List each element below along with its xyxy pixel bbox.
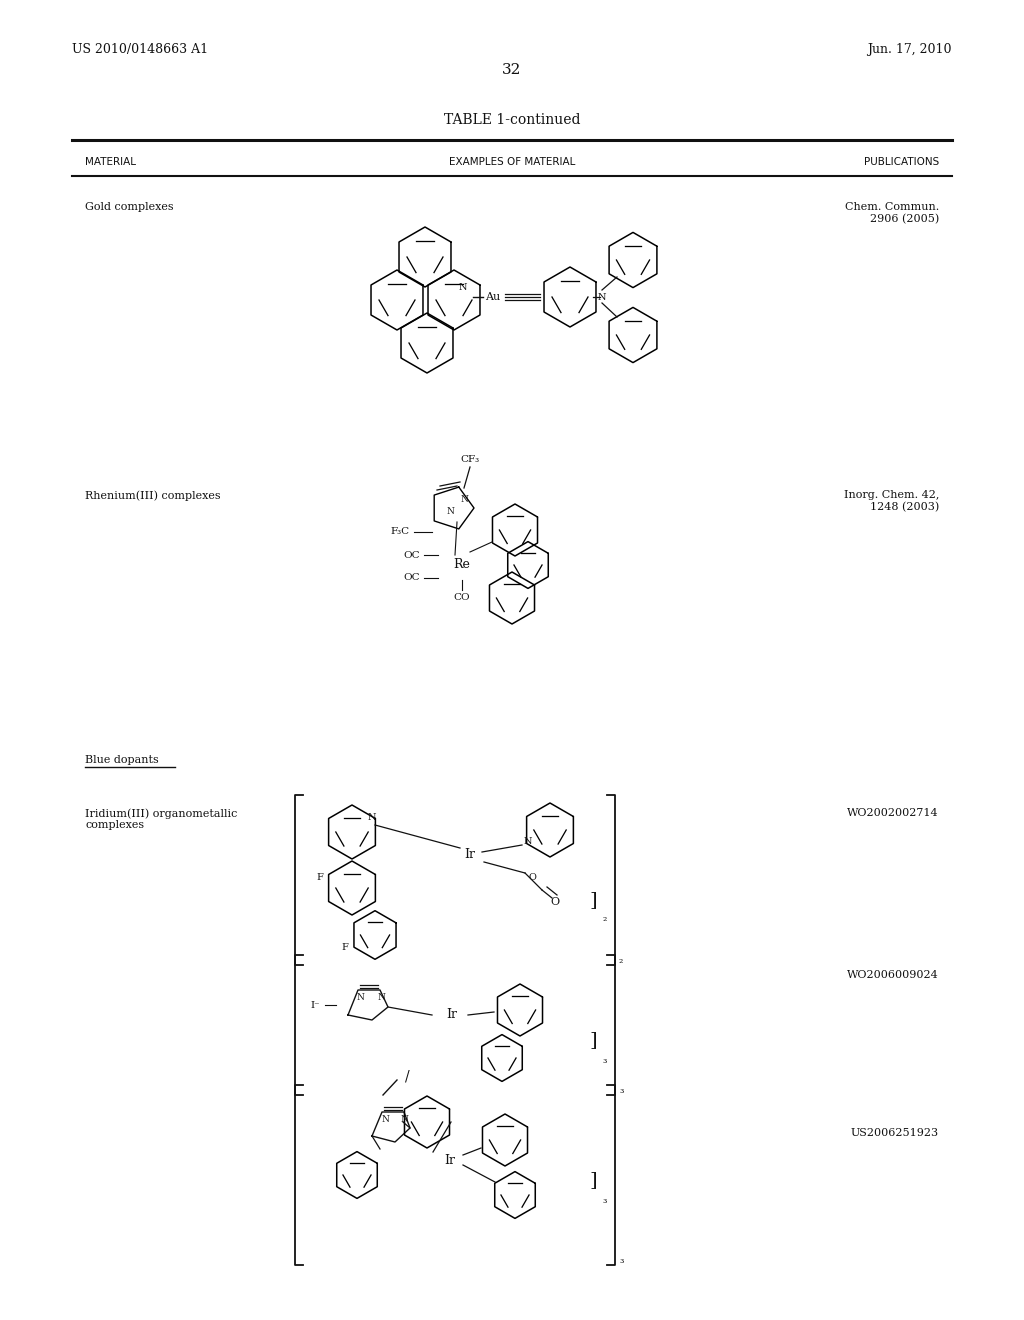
Text: ₂: ₂	[603, 913, 607, 923]
Text: N: N	[368, 813, 376, 822]
Text: WO2006009024: WO2006009024	[847, 970, 939, 979]
Text: CO: CO	[454, 594, 470, 602]
Text: Chem. Commun.
2906 (2005): Chem. Commun. 2906 (2005)	[845, 202, 939, 224]
Text: ]: ]	[589, 1031, 597, 1049]
Text: US 2010/0148663 A1: US 2010/0148663 A1	[72, 44, 208, 57]
Text: Ir: Ir	[446, 1008, 458, 1022]
Text: /: /	[404, 1071, 410, 1084]
Text: Rhenium(III) complexes: Rhenium(III) complexes	[85, 490, 220, 500]
Text: N: N	[523, 837, 532, 846]
Text: N: N	[377, 993, 385, 1002]
Text: EXAMPLES OF MATERIAL: EXAMPLES OF MATERIAL	[449, 157, 575, 168]
Text: TABLE 1-continued: TABLE 1-continued	[443, 114, 581, 127]
Text: N: N	[381, 1115, 389, 1125]
Text: N: N	[356, 993, 364, 1002]
Text: Ir: Ir	[465, 849, 475, 862]
Text: F₃C: F₃C	[390, 528, 410, 536]
Text: N: N	[460, 495, 468, 504]
Text: PUBLICATIONS: PUBLICATIONS	[864, 157, 939, 168]
Text: Iridium(III) organometallic
complexes: Iridium(III) organometallic complexes	[85, 808, 238, 830]
Text: ]: ]	[589, 1171, 597, 1189]
Text: Inorg. Chem. 42,
1248 (2003): Inorg. Chem. 42, 1248 (2003)	[844, 490, 939, 512]
Text: OC: OC	[403, 550, 420, 560]
Text: ₃: ₃	[618, 1255, 624, 1265]
Text: OC: OC	[403, 573, 420, 582]
Text: O: O	[528, 874, 536, 883]
Text: Blue dopants: Blue dopants	[85, 755, 159, 766]
Text: F: F	[342, 944, 348, 953]
Text: ₃: ₃	[603, 1055, 607, 1065]
Text: Jun. 17, 2010: Jun. 17, 2010	[867, 44, 952, 57]
Text: ]: ]	[589, 891, 597, 909]
Text: ₃: ₃	[618, 1085, 624, 1096]
Text: N: N	[598, 293, 606, 301]
Text: ₂: ₂	[618, 954, 624, 965]
Text: O: O	[551, 898, 559, 907]
Text: I⁻: I⁻	[310, 1001, 319, 1010]
Text: US2006251923: US2006251923	[851, 1129, 939, 1138]
Text: Re: Re	[454, 558, 470, 572]
Text: N: N	[459, 282, 467, 292]
Text: F: F	[316, 874, 324, 883]
Text: WO2002002714: WO2002002714	[848, 808, 939, 818]
Text: Au: Au	[485, 292, 501, 302]
Text: N: N	[400, 1115, 408, 1125]
Text: Ir: Ir	[444, 1154, 456, 1167]
Text: ₃: ₃	[603, 1195, 607, 1205]
Text: Gold complexes: Gold complexes	[85, 202, 174, 213]
Text: CF₃: CF₃	[461, 455, 479, 465]
Text: N: N	[446, 507, 454, 516]
Text: MATERIAL: MATERIAL	[85, 157, 136, 168]
Text: 32: 32	[503, 63, 521, 77]
